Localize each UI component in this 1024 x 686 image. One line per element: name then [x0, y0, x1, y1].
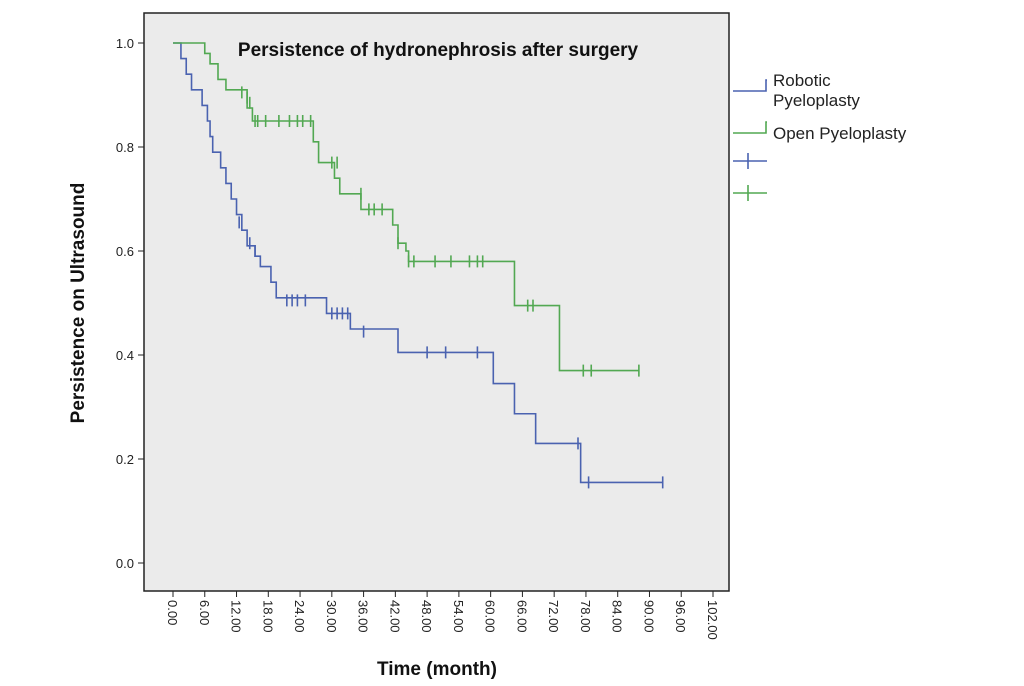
survival-line-open-pyeloplasty: [173, 42, 639, 372]
chart-title: Persistence of hydronephrosis after surg…: [238, 40, 639, 61]
x-tick-label: 42.00: [387, 600, 402, 633]
y-tick-label: 0.6: [116, 244, 134, 259]
x-tick-label: 72.00: [546, 600, 561, 633]
x-tick-label: 90.00: [641, 600, 656, 633]
series-robotic-pyeloplasty: [173, 42, 664, 489]
y-tick-label: 0.2: [116, 452, 134, 467]
x-tick-label: 96.00: [673, 600, 688, 633]
x-tick-label: 0.00: [165, 600, 180, 625]
y-tick-label: 0.0: [116, 556, 134, 571]
x-tick-label: 54.00: [451, 600, 466, 633]
x-tick-label: 18.00: [260, 600, 275, 633]
series-open-pyeloplasty: [173, 42, 640, 377]
x-tick-label: 6.00: [197, 600, 212, 625]
plot-background: [143, 12, 730, 592]
x-tick-label: 66.00: [514, 600, 529, 633]
x-tick-label: 60.00: [483, 600, 498, 633]
x-tick-label: 78.00: [578, 600, 593, 633]
x-tick-label: 48.00: [419, 600, 434, 633]
legend-swatch-robotic-pyeloplasty: [733, 79, 767, 92]
axes: 0.00 6.00 12.00 18.00 24.00 30.00 36.00 42.00 48…: [116, 36, 720, 640]
y-tick-label: 0.4: [116, 348, 134, 363]
y-tick-label: 1.0: [116, 36, 134, 51]
x-tick-label: 102.00: [705, 600, 720, 640]
legend: Robotic Pyeloplasty Open Pyeloplasty: [733, 71, 907, 201]
y-tick-label: 0.8: [116, 140, 134, 155]
legend-label-open-pyeloplasty: Open Pyeloplasty: [773, 124, 907, 143]
x-axis-title: Time (month): [377, 659, 497, 680]
x-tick-label: 24.00: [292, 600, 307, 633]
legend-label-robotic-pyeloplasty: Robotic Pyeloplasty: [773, 71, 860, 110]
x-tick-label: 30.00: [324, 600, 339, 633]
y-axis-title: Persistence on Ultrasound: [68, 183, 89, 424]
x-tick-label: 36.00: [356, 600, 371, 633]
legend-swatch-open-pyeloplasty: [733, 121, 767, 134]
series-layer: [173, 42, 664, 489]
x-tick-label: 12.00: [229, 600, 244, 633]
x-tick-label: 84.00: [610, 600, 625, 633]
